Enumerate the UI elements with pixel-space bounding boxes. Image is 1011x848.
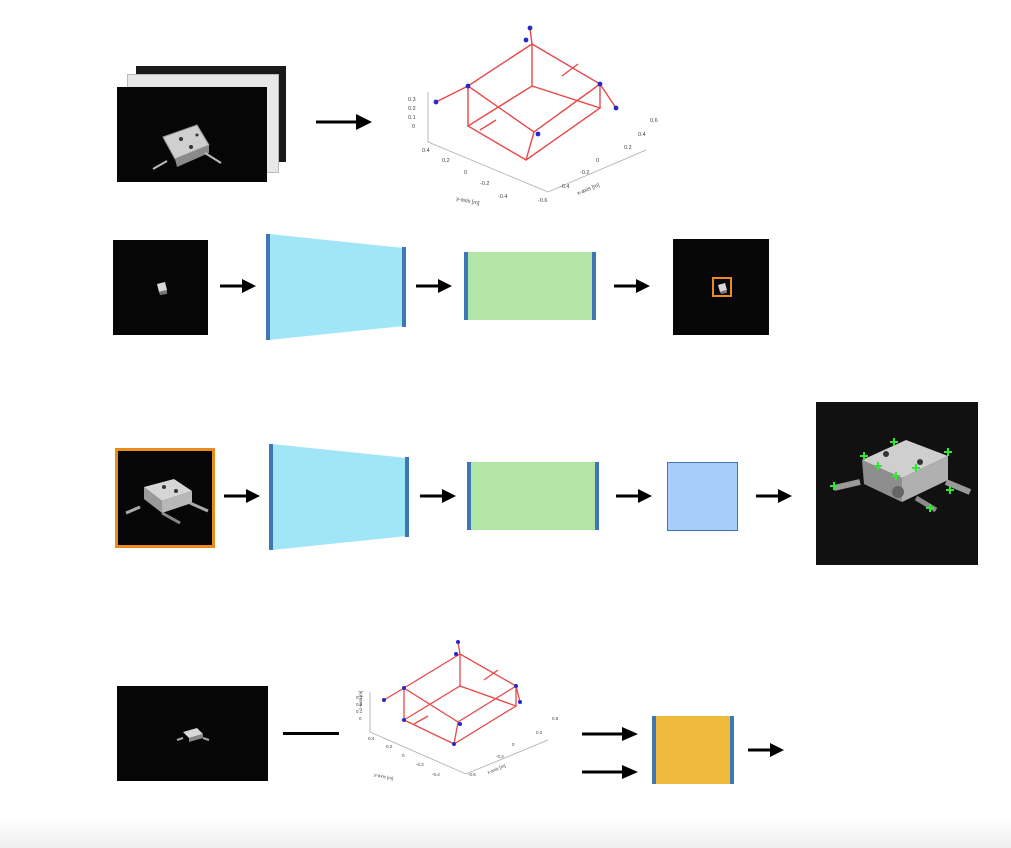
y-tick: -0.2 (416, 762, 424, 767)
keypoint-markers (830, 438, 954, 512)
right-arrow-icon (614, 279, 650, 293)
head-block (667, 462, 738, 531)
row-3-keypoint-output (816, 402, 978, 565)
satellite-icon (712, 277, 732, 297)
z-tick: 0 (412, 124, 415, 130)
z-tick: 0.2 (356, 702, 363, 707)
satellite-icon (830, 438, 972, 513)
decoder-block (467, 462, 599, 530)
x-tick: 0.2 (536, 730, 543, 735)
y-axis-label: y-axis [m] (374, 772, 394, 781)
y-tick: 0.4 (422, 148, 430, 154)
x-tick: -0.6 (468, 772, 476, 777)
encoder-block (269, 444, 409, 550)
y-tick: -0.4 (498, 194, 507, 200)
y-tick: 0.4 (368, 736, 375, 741)
x-tick: 0.2 (624, 145, 632, 151)
row-2-input-image (113, 240, 208, 335)
x-tick: 0.6 (552, 716, 559, 721)
row-2-detection-output (673, 239, 769, 335)
3d-wireframe-icon: 0.3 0.2 0.1 0 z-axis [m] 0.4 0.2 0 -0.2 … (408, 25, 658, 207)
z-tick: 0.3 (356, 695, 363, 700)
x-axis-label: x-axis [m] (487, 763, 507, 775)
right-arrow-icon (416, 279, 452, 293)
y-tick: 0.2 (442, 158, 450, 164)
satellite-icon (152, 124, 222, 170)
stack-image-front (117, 87, 267, 182)
right-arrow-icon (748, 743, 784, 757)
encoder-block (266, 234, 406, 340)
right-arrow-icon (220, 279, 256, 293)
row-3-cropped-input (115, 448, 215, 548)
y-tick: 0.2 (386, 744, 393, 749)
y-tick: 0 (464, 170, 467, 176)
y-tick: -0.2 (480, 181, 489, 187)
right-arrow-icon (224, 489, 260, 503)
right-arrow-icon (420, 489, 456, 503)
x-tick: -0.2 (580, 170, 589, 176)
satellite-icon (157, 282, 167, 295)
satellite-icon (176, 728, 210, 742)
x-tick: -0.6 (538, 198, 547, 204)
z-axis-label: z-axis [m] (358, 691, 363, 710)
x-tick: 0.6 (650, 118, 658, 124)
y-tick: -0.4 (432, 772, 440, 777)
x-axis-label: x-axis [m] (577, 182, 602, 197)
connector-line (283, 732, 339, 735)
output-block (652, 716, 734, 784)
bottom-fade (0, 818, 1011, 848)
y-axis-label: y-axis [m] (456, 196, 481, 207)
z-tick: 0.1 (408, 115, 416, 121)
right-arrow-icon (756, 489, 792, 503)
3d-wireframe-icon: 0.3 0.2 0.1 0 z-axis [m] 0.4 0.2 0 -0.2 … (356, 640, 559, 781)
y-tick: 0 (402, 753, 405, 758)
x-tick: 0.4 (638, 132, 646, 138)
crop-box (712, 277, 732, 297)
decoder-block (464, 252, 596, 320)
z-tick: 0.2 (408, 106, 416, 112)
row-4-input-image (117, 686, 268, 781)
right-arrow-icon (582, 765, 638, 779)
right-arrow-icon (316, 114, 372, 130)
z-tick: 0 (359, 716, 362, 721)
x-tick: -0.4 (560, 184, 569, 190)
right-arrow-icon (582, 727, 638, 741)
z-tick: 0.3 (408, 97, 416, 103)
x-tick: -0.2 (496, 754, 504, 759)
x-tick: 0 (512, 742, 515, 747)
satellite-icon (125, 479, 209, 525)
right-arrow-icon (616, 489, 652, 503)
x-tick: 0 (596, 158, 599, 164)
z-tick: 0.1 (356, 709, 363, 714)
